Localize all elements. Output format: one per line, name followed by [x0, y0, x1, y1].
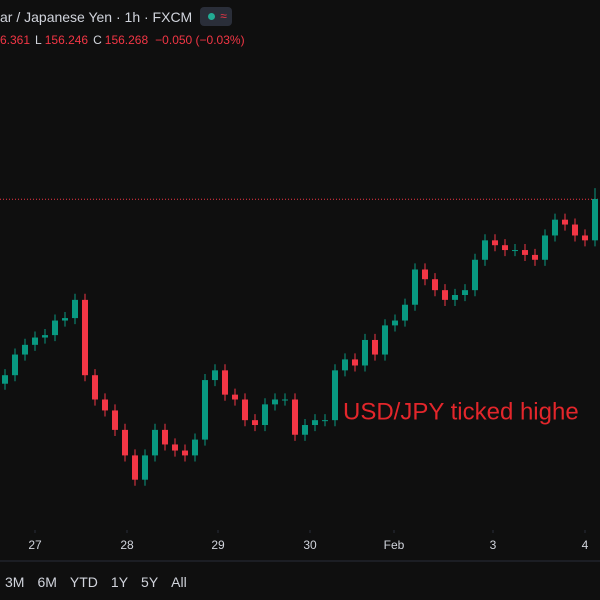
delay-icon: ≈: [220, 9, 227, 23]
quote-close-label: C: [93, 33, 102, 47]
candle-body: [592, 199, 598, 241]
status-icons[interactable]: ≈: [200, 7, 232, 26]
annotation: USD/JPY ticked highe: [343, 398, 579, 425]
candle-body: [122, 429, 128, 456]
candle-body: [82, 299, 88, 376]
candle-body: [572, 224, 578, 236]
candle-body: [482, 240, 488, 260]
candle-body: [92, 375, 98, 400]
candle-body: [172, 444, 178, 451]
candle-body: [522, 250, 528, 255]
candle-body: [182, 450, 188, 456]
header: ar / Japanese Yen · 1h · FXCM ≈: [0, 7, 232, 26]
candle-body: [432, 279, 438, 291]
candle-body: [242, 399, 248, 421]
range-button[interactable]: 3M: [5, 574, 25, 590]
candle-body: [52, 320, 58, 336]
candle-body: [2, 375, 8, 384]
candle-body: [402, 304, 408, 321]
symbol-title: ar / Japanese Yen · 1h · FXCM: [0, 8, 193, 25]
candle-body: [312, 420, 318, 426]
candle-body: [282, 399, 288, 401]
candle-body: [202, 380, 208, 440]
candle-body: [302, 425, 308, 435]
candle-body: [362, 339, 368, 366]
market-open-dot: [208, 13, 216, 20]
x-tick-label: 3: [490, 538, 497, 552]
candle-body: [72, 299, 78, 319]
candle-body: [442, 290, 448, 300]
candle-body: [232, 394, 238, 400]
candle-body: [32, 337, 38, 345]
candle-body: [212, 370, 218, 381]
x-tick-label: 29: [211, 538, 225, 552]
candle-body: [502, 245, 508, 251]
candle-body: [42, 335, 48, 338]
range-button[interactable]: 6M: [37, 574, 57, 590]
candle-body: [392, 320, 398, 326]
quote-low-label: L: [35, 33, 42, 47]
candle-body: [222, 370, 228, 395]
candle-body: [542, 235, 548, 260]
candle-body: [62, 318, 68, 321]
candle-body: [532, 254, 538, 260]
candle-body: [582, 235, 588, 241]
x-tick-label: 4: [582, 538, 589, 552]
x-tick-label: 27: [28, 538, 42, 552]
x-tick-label: Feb: [384, 538, 405, 552]
candle-body: [562, 219, 568, 225]
candle-body: [142, 455, 148, 480]
candle-body: [272, 399, 278, 405]
candle-body: [292, 399, 298, 435]
candle-body: [412, 269, 418, 305]
candle-body: [22, 344, 28, 355]
candle-body: [322, 420, 328, 422]
candle-body: [372, 339, 378, 355]
candle-body: [152, 429, 158, 456]
range-button[interactable]: 1Y: [110, 574, 129, 590]
quote-change: −0.050 (−0.03%): [155, 33, 245, 47]
range-button[interactable]: YTD: [69, 574, 98, 590]
quote-line: 6.361 L 156.246 C 156.268 −0.050 (−0.03%…: [0, 33, 245, 47]
candle-body: [192, 439, 198, 456]
candle-body: [352, 359, 358, 366]
range-button[interactable]: 5Y: [141, 574, 159, 590]
candle-body: [472, 259, 478, 291]
quote-close: 156.268: [104, 33, 149, 47]
candle-body: [452, 295, 458, 300]
candle-body: [422, 269, 428, 280]
candle-body: [382, 325, 388, 355]
candle-body: [492, 240, 498, 246]
quote-high: 6.361: [0, 33, 31, 47]
candle-body: [12, 354, 18, 376]
range-button[interactable]: All: [171, 574, 187, 590]
candle-body: [332, 370, 338, 421]
x-tick-label: 30: [303, 538, 317, 552]
candle-body: [162, 429, 168, 445]
x-tick-label: 28: [120, 538, 134, 552]
candle-body: [342, 359, 348, 371]
candle-body: [252, 420, 258, 426]
quote-low: 156.246: [44, 33, 89, 47]
candle-body: [132, 455, 138, 480]
candle-body: [102, 399, 108, 411]
candle-body: [262, 404, 268, 426]
candle-body: [112, 410, 118, 430]
range-bar: 3M 6M YTD 1Y 5Y All: [5, 574, 187, 590]
candle-body: [462, 290, 468, 296]
time-axis-bg: [0, 531, 600, 561]
candle-body: [552, 219, 558, 236]
candle-body: [512, 250, 518, 252]
